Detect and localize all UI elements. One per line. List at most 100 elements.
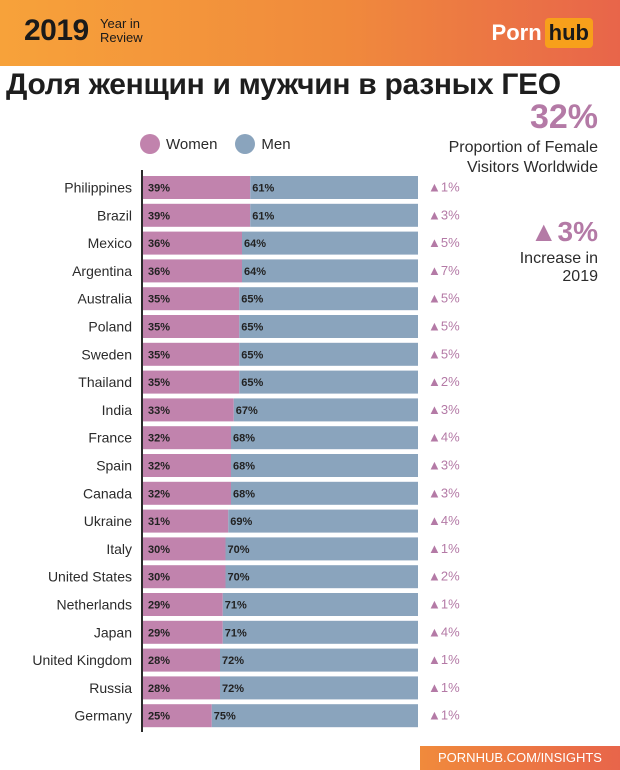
- category-label: United States: [48, 569, 132, 585]
- category-label: India: [102, 402, 133, 418]
- data-label-men: 72%: [222, 683, 244, 695]
- change-label: ▲1%: [428, 541, 460, 556]
- data-label-women: 29%: [148, 627, 170, 639]
- change-label: ▲4%: [428, 430, 460, 445]
- change-label: ▲7%: [428, 263, 460, 278]
- data-label-women: 28%: [148, 655, 170, 667]
- data-label-men: 75%: [214, 711, 236, 723]
- bar-men: [231, 426, 418, 450]
- bar-men: [225, 537, 418, 561]
- bar-men: [220, 648, 418, 672]
- change-label: ▲4%: [428, 624, 460, 639]
- data-label-women: 32%: [148, 488, 170, 500]
- data-label-men: 65%: [241, 377, 263, 389]
- data-label-women: 39%: [148, 210, 170, 222]
- data-label-women: 25%: [148, 711, 170, 723]
- legend-label-men: Men: [261, 135, 291, 153]
- change-label: ▲1%: [428, 180, 460, 195]
- data-label-men: 71%: [225, 600, 247, 612]
- data-label-men: 61%: [252, 210, 274, 222]
- category-label: Germany: [74, 708, 132, 724]
- data-label-men: 68%: [233, 461, 255, 473]
- bar-women: [143, 593, 223, 616]
- data-label-men: 68%: [233, 433, 255, 445]
- data-label-women: 35%: [148, 322, 170, 334]
- change-label: ▲5%: [428, 291, 460, 306]
- category-label: Canada: [83, 485, 132, 501]
- logo-text-part2: hub: [544, 18, 593, 48]
- data-label-men: 69%: [230, 516, 252, 528]
- data-label-women: 30%: [148, 544, 170, 556]
- data-label-men: 70%: [228, 544, 250, 556]
- bar-men: [239, 287, 418, 311]
- proportion-label: Proportion of Female Visitors Worldwide: [448, 139, 598, 176]
- data-label-men: 72%: [222, 655, 244, 667]
- category-label: Brazil: [97, 207, 132, 223]
- bar-men: [250, 176, 418, 199]
- data-label-women: 33%: [148, 405, 170, 417]
- data-label-men: 70%: [228, 572, 250, 584]
- change-label: ▲3%: [428, 458, 460, 473]
- bar-men: [231, 481, 418, 505]
- category-label: Japan: [94, 624, 132, 640]
- data-label-men: 65%: [241, 294, 263, 306]
- bar-women: [143, 704, 212, 728]
- category-label: Netherlands: [57, 597, 133, 613]
- category-label: Mexico: [88, 235, 133, 251]
- bar-men: [239, 370, 418, 394]
- category-label: Thailand: [78, 374, 132, 390]
- bar-women: [143, 509, 229, 533]
- proportion-value: 32%: [529, 98, 598, 136]
- header-banner: 2019 Year in Review Porn hub: [0, 0, 620, 66]
- bar-women: [143, 481, 231, 505]
- bar-men: [222, 620, 418, 644]
- bar-men: [225, 565, 418, 589]
- legend-item-women: Women: [140, 134, 217, 154]
- data-label-women: 36%: [148, 266, 170, 278]
- brand-logo[interactable]: Porn hub: [492, 18, 593, 48]
- data-label-women: 28%: [148, 683, 170, 695]
- data-label-women: 35%: [148, 294, 170, 306]
- bar-men: [228, 509, 418, 533]
- data-label-women: 31%: [148, 516, 170, 528]
- bar-women: [143, 398, 234, 422]
- data-label-women: 32%: [148, 461, 170, 473]
- bar-men: [211, 704, 418, 728]
- legend-swatch-men: [235, 134, 256, 154]
- change-label: ▲3%: [428, 402, 460, 417]
- data-label-women: 35%: [148, 349, 170, 361]
- category-label: Poland: [88, 319, 132, 335]
- bar-women: [143, 259, 242, 283]
- bar-women: [143, 287, 240, 311]
- footer-link[interactable]: PORNHUB.COM/INSIGHTS: [420, 746, 620, 770]
- change-label: ▲5%: [428, 346, 460, 361]
- bar-men: [231, 454, 418, 477]
- bar-women: [143, 648, 220, 672]
- logo-text-part1: Porn: [491, 20, 542, 45]
- data-label-women: 39%: [148, 183, 170, 195]
- bar-women: [143, 676, 220, 700]
- data-label-women: 35%: [148, 377, 170, 389]
- category-label: United Kingdom: [32, 652, 132, 668]
- data-label-women: 29%: [148, 600, 170, 612]
- change-label: ▲3%: [428, 207, 460, 222]
- legend-item-men: Men: [235, 134, 291, 154]
- stacked-bar-chart: Philippines 39% 61% ▲1% Brazil 39% 61% ▲3% Mexic…: [32, 170, 460, 732]
- bar-women: [143, 231, 242, 255]
- increase-value: ▲3%: [529, 216, 598, 247]
- bar-women: [143, 315, 240, 338]
- legend-label-women: Women: [166, 135, 218, 153]
- change-label: ▲5%: [428, 235, 460, 250]
- bar-men: [239, 315, 418, 338]
- data-label-women: 32%: [148, 433, 170, 445]
- bar-men: [242, 259, 418, 283]
- bar-women: [143, 620, 223, 644]
- increase-label: Increase in 2019: [519, 250, 598, 285]
- category-label: Australia: [78, 291, 133, 307]
- bar-women: [143, 342, 240, 366]
- data-label-men: 64%: [244, 238, 266, 250]
- change-label: ▲3%: [428, 485, 460, 500]
- change-label: ▲1%: [428, 708, 460, 723]
- bar-women: [143, 203, 251, 227]
- category-label: Argentina: [72, 263, 132, 279]
